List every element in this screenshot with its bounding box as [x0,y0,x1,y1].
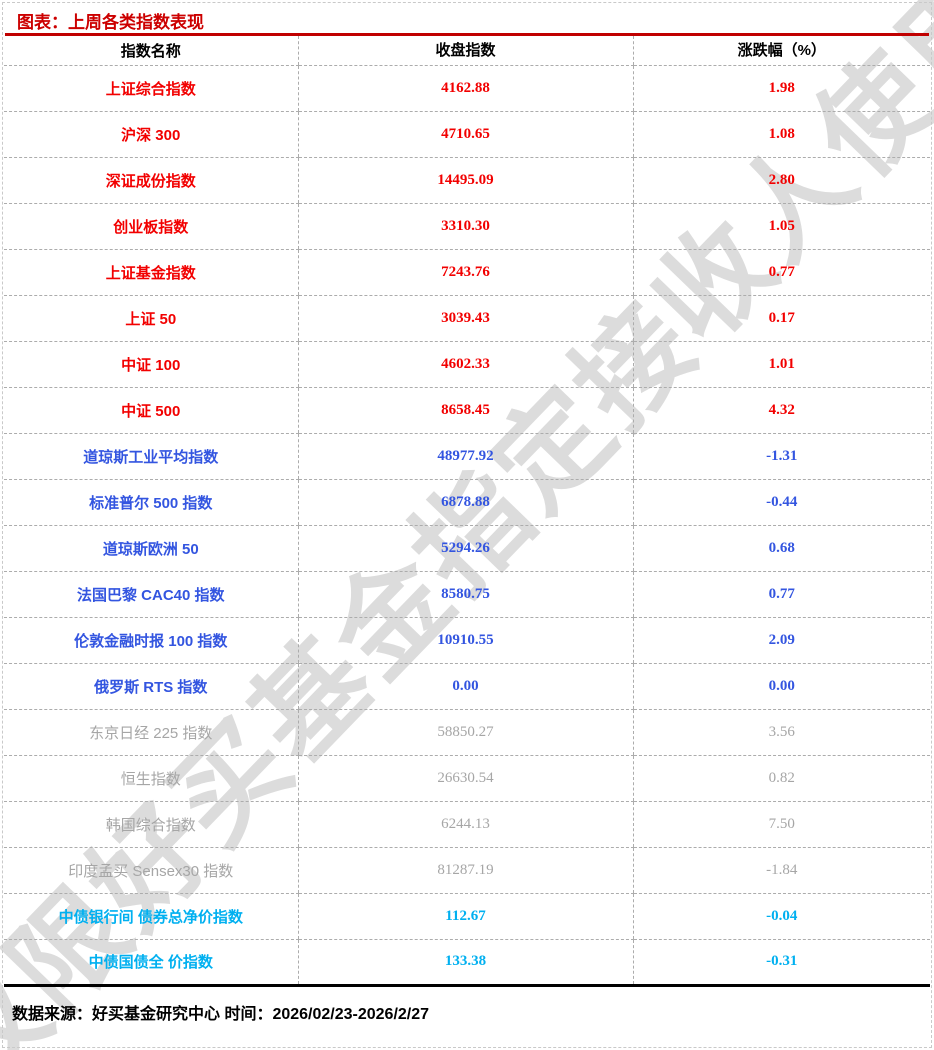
change-pct-cell: 7.50 [632,801,930,848]
index-name-cell: 道琼斯工业平均指数 [4,433,298,480]
index-name-cell: 中债银行间 债券总净价指数 [4,893,298,940]
change-pct-cell: 1.01 [632,341,930,388]
table-row: 上证 50 3039.43 0.17 [4,295,930,342]
index-name-cell: 法国巴黎 CAC40 指数 [4,571,298,618]
close-value-cell: 133.38 [297,939,633,985]
table-row: 道琼斯欧洲 50 5294.26 0.68 [4,525,930,572]
index-name-cell: 上证 50 [4,295,298,342]
change-pct-cell: 4.32 [632,387,930,434]
index-name-cell: 标准普尔 500 指数 [4,479,298,526]
close-value-cell: 14495.09 [297,157,633,204]
table-row: 法国巴黎 CAC40 指数 8580.75 0.77 [4,571,930,618]
table-row: 印度孟买 Sensex30 指数 81287.19 -1.84 [4,847,930,894]
change-pct-cell: -0.04 [632,893,930,940]
change-pct-cell: -1.31 [632,433,930,480]
change-pct-cell: 2.80 [632,157,930,204]
close-value-cell: 0.00 [297,663,633,710]
close-value-cell: 10910.55 [297,617,633,664]
change-pct-cell: 0.17 [632,295,930,342]
table-row: 韩国综合指数 6244.13 7.50 [4,801,930,848]
change-pct-cell: 1.05 [632,203,930,250]
close-value-cell: 58850.27 [297,709,633,756]
table-row: 标准普尔 500 指数 6878.88 -0.44 [4,479,930,526]
table-row: 创业板指数 3310.30 1.05 [4,203,930,250]
change-pct-cell: 0.82 [632,755,930,802]
table-row: 中债国债全 价指数 133.38 -0.31 [4,939,930,985]
col-header-index-name: 指数名称 [4,36,298,66]
figure-title-bar: 图表：上周各类指数表现 [5,0,929,36]
figure-title: 图表：上周各类指数表现 [17,13,204,32]
index-name-cell: 上证综合指数 [4,65,298,112]
table-row: 沪深 300 4710.65 1.08 [4,111,930,158]
table-row: 上证综合指数 4162.88 1.98 [4,65,930,112]
index-name-cell: 恒生指数 [4,755,298,802]
close-value-cell: 3039.43 [297,295,633,342]
close-value-cell: 26630.54 [297,755,633,802]
table-row: 俄罗斯 RTS 指数 0.00 0.00 [4,663,930,710]
change-pct-cell: 0.77 [632,249,930,296]
index-performance-table: 指数名称 收盘指数 涨跌幅（%） 上证综合指数 4162.88 1.98 沪深 300… [4,36,930,987]
index-name-cell: 印度孟买 Sensex30 指数 [4,847,298,894]
change-pct-cell: -0.31 [632,939,930,985]
close-value-cell: 48977.92 [297,433,633,480]
close-value-cell: 8580.75 [297,571,633,618]
index-name-cell: 韩国综合指数 [4,801,298,848]
close-value-cell: 6878.88 [297,479,633,526]
close-value-cell: 3310.30 [297,203,633,250]
data-source-note: 数据来源：好买基金研究中心 时间：2026/02/23-2026/2/27 [12,1005,430,1023]
index-name-cell: 伦敦金融时报 100 指数 [4,617,298,664]
index-name-cell: 中证 500 [4,387,298,434]
table-row: 上证基金指数 7243.76 0.77 [4,249,930,296]
table-row: 恒生指数 26630.54 0.82 [4,755,930,802]
close-value-cell: 81287.19 [297,847,633,894]
close-value-cell: 4602.33 [297,341,633,388]
close-value-cell: 7243.76 [297,249,633,296]
index-name-cell: 深证成份指数 [4,157,298,204]
col-header-change-pct: 涨跌幅（%） [632,36,930,66]
table-header-row: 指数名称 收盘指数 涨跌幅（%） [4,36,930,66]
change-pct-cell: -0.44 [632,479,930,526]
index-name-cell: 中债国债全 价指数 [88,954,213,971]
index-name-cell: 俄罗斯 RTS 指数 [4,663,298,710]
close-value-cell: 6244.13 [297,801,633,848]
table-row: 中债银行间 债券总净价指数 112.67 -0.04 [4,893,930,940]
index-name-cell: 沪深 300 [4,111,298,158]
index-name-cell: 东京日经 225 指数 [4,709,298,756]
table-row: 伦敦金融时报 100 指数 10910.55 2.09 [4,617,930,664]
table-row: 东京日经 225 指数 58850.27 3.56 [4,709,930,756]
change-pct-cell: 1.08 [632,111,930,158]
table-row: 道琼斯工业平均指数 48977.92 -1.31 [4,433,930,480]
index-name-cell: 创业板指数 [4,203,298,250]
change-pct-cell: 1.98 [632,65,930,112]
close-value-cell: 4710.65 [297,111,633,158]
close-value-cell: 5294.26 [297,525,633,572]
index-name-cell: 道琼斯欧洲 50 [4,525,298,572]
table-body: 上证综合指数 4162.88 1.98 沪深 300 4710.65 1.08 深证成份指数… [4,65,930,985]
index-name-cell: 上证基金指数 [4,249,298,296]
close-value-cell: 4162.88 [297,65,633,112]
change-pct-cell: 0.68 [632,525,930,572]
col-header-close-value: 收盘指数 [297,36,633,66]
change-pct-cell: 3.56 [632,709,930,756]
close-value-cell: 112.67 [297,893,633,940]
index-name-cell: 中证 100 [4,341,298,388]
change-pct-cell: -1.84 [632,847,930,894]
table-row: 中证 500 8658.45 4.32 [4,387,930,434]
table-row: 中证 100 4602.33 1.01 [4,341,930,388]
change-pct-cell: 2.09 [632,617,930,664]
table-row: 深证成份指数 14495.09 2.80 [4,157,930,204]
change-pct-cell: 0.77 [632,571,930,618]
change-pct-cell: 0.00 [632,663,930,710]
close-value-cell: 8658.45 [297,387,633,434]
